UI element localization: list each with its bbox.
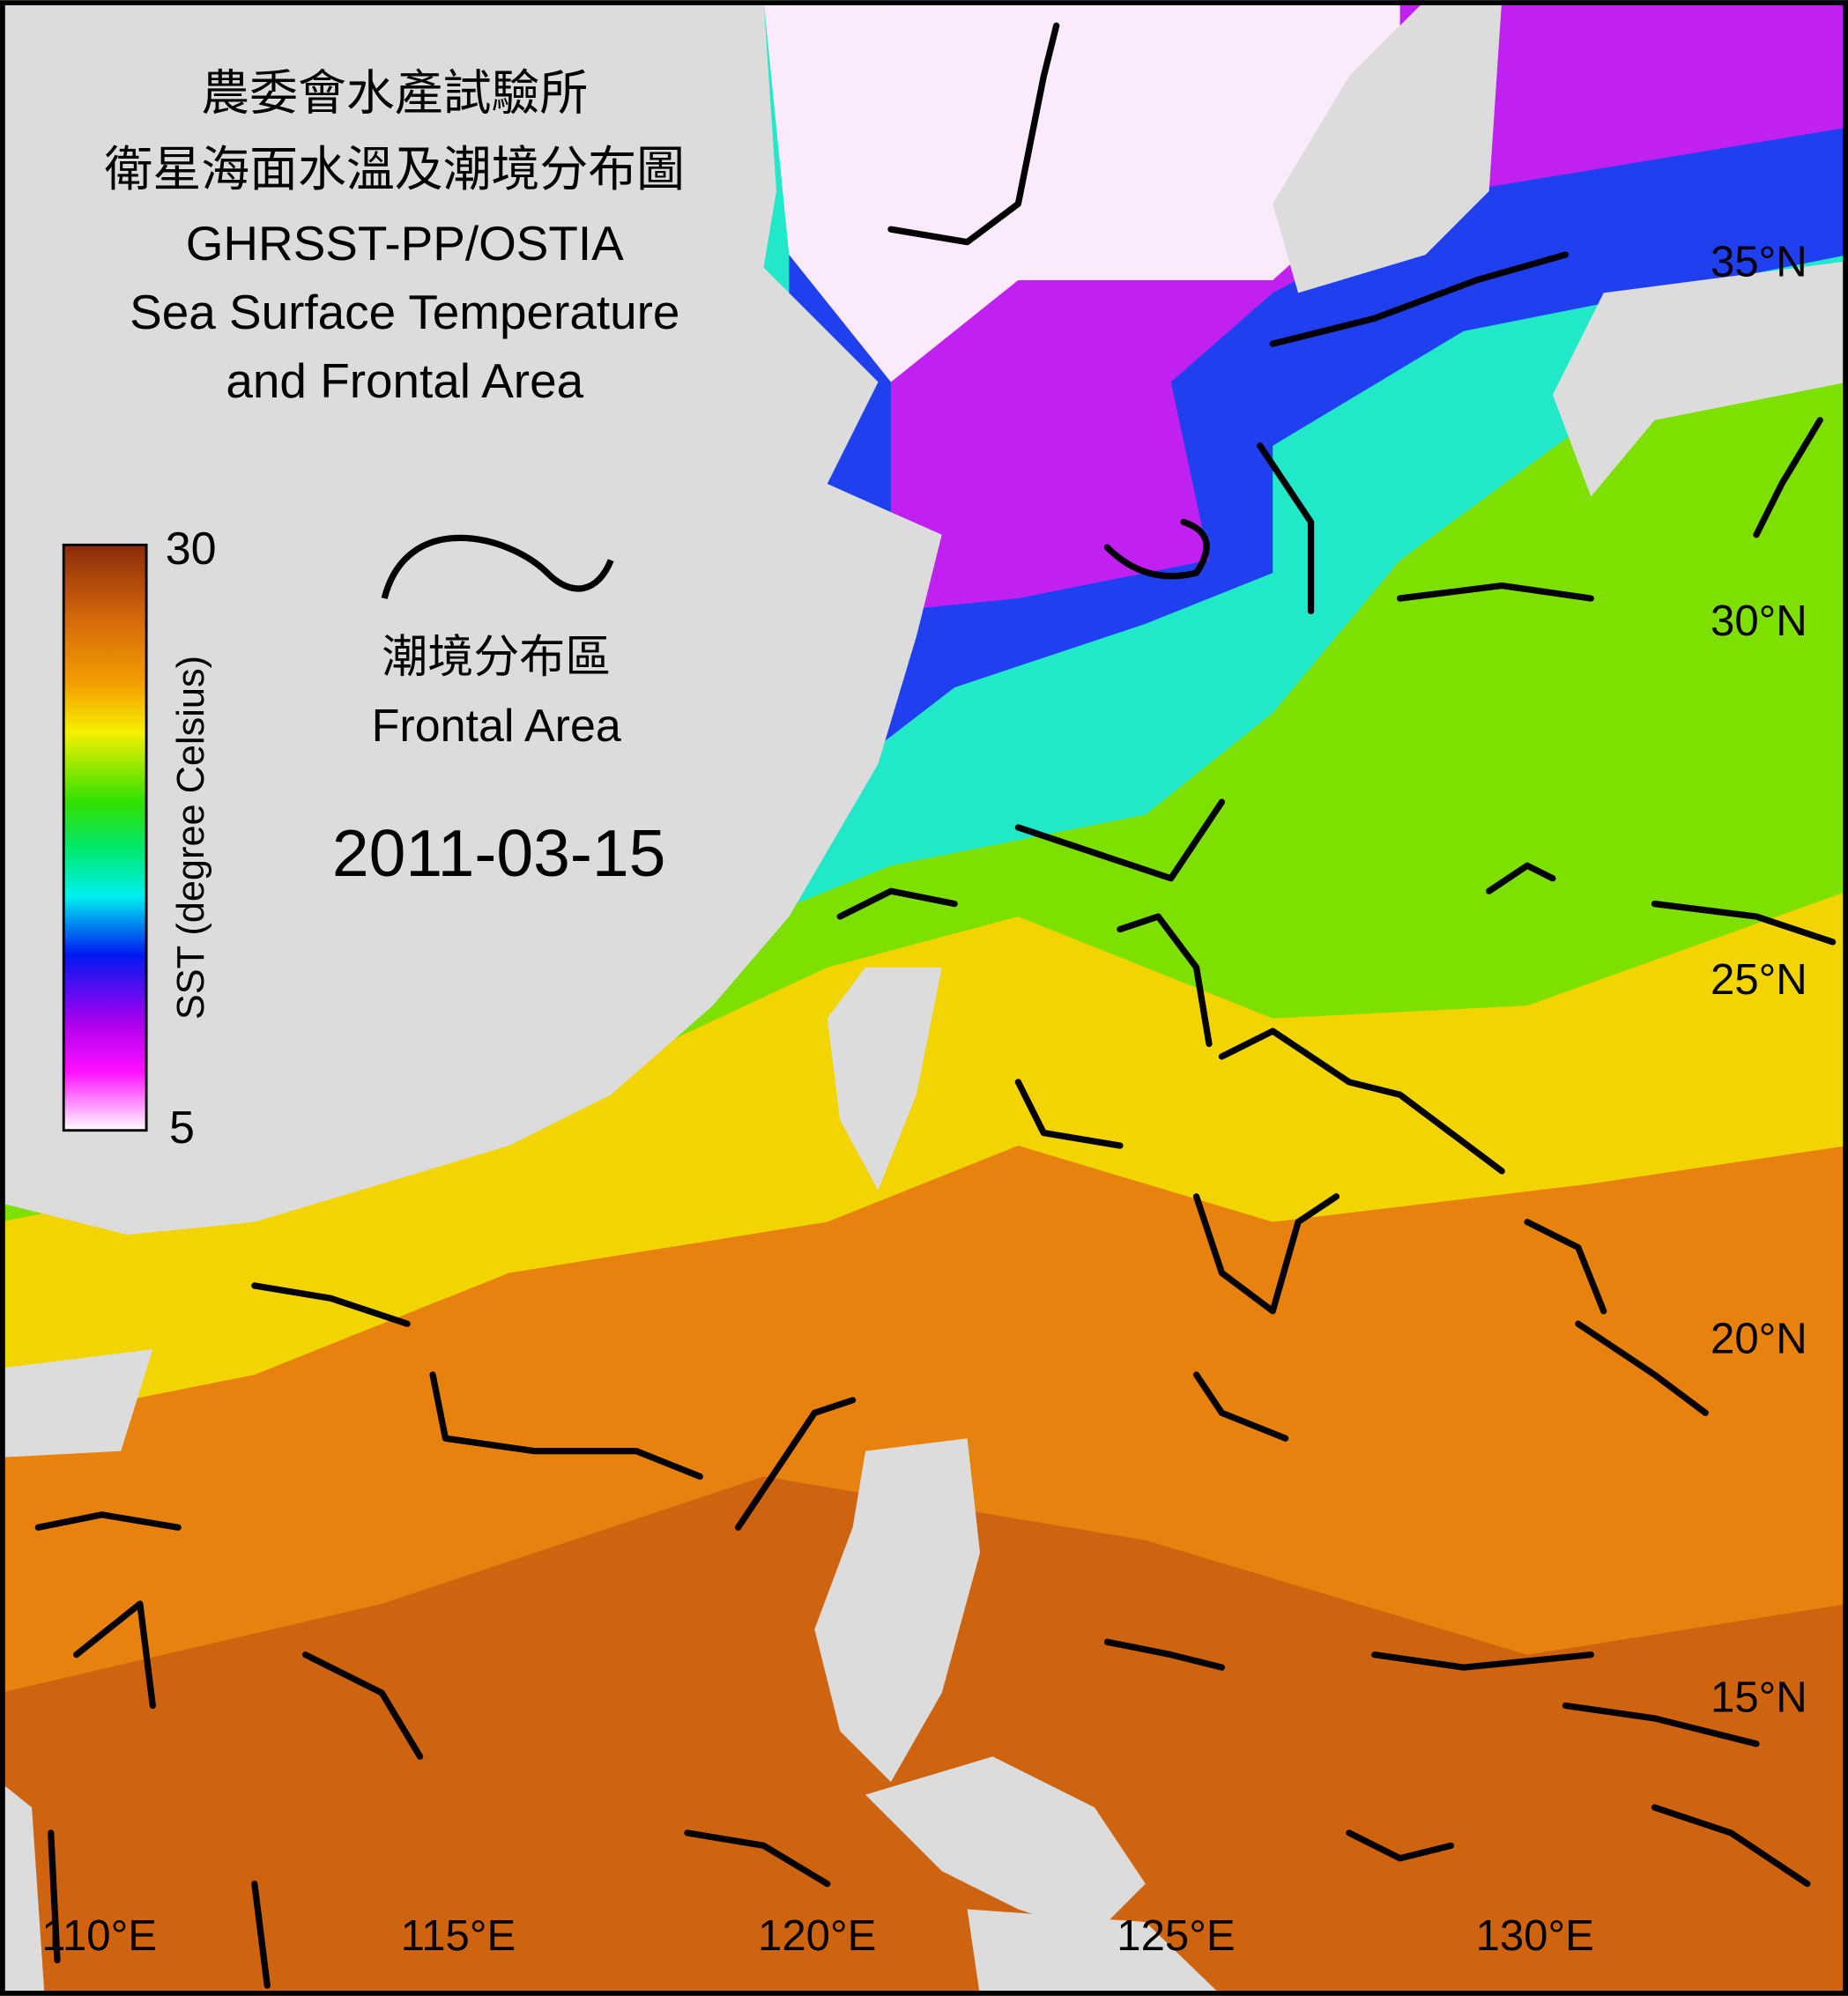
- latitude-label: 20°N: [1711, 1315, 1807, 1362]
- frontal-lines: [34, 22, 1837, 1989]
- longitude-label: 130°E: [1476, 1912, 1594, 1960]
- title-line: 農委會水產試驗所: [201, 65, 588, 120]
- date: 2011-03-15: [332, 816, 665, 890]
- land-visayas: [865, 1756, 1146, 1935]
- latitude-label: 30°N: [1711, 597, 1807, 645]
- legend-label: Frontal Area: [372, 701, 621, 752]
- sea-cold: [763, 0, 1400, 382]
- land-taiwan: [827, 967, 942, 1191]
- legend-line: [381, 534, 614, 599]
- latitude-label: 15°N: [1711, 1674, 1807, 1722]
- land-china: [0, 0, 942, 1235]
- title-line: 衛星海面水溫及潮境分布圖: [104, 142, 685, 197]
- title-line: Sea Surface Temperature: [130, 285, 679, 339]
- latitude-label: 25°N: [1711, 956, 1807, 1004]
- land-japan: [1552, 261, 1848, 497]
- colorbar-label: SST (degree Celsius): [170, 656, 212, 1020]
- latitude-label: 35°N: [1711, 239, 1807, 286]
- title-line: and Frontal Area: [226, 353, 583, 408]
- title-line: GHRSST-PP/OSTIA: [186, 216, 624, 271]
- land-luzon: [814, 1438, 981, 1783]
- land-vietnam: [0, 1782, 45, 1996]
- colorbar-min: 5: [169, 1102, 195, 1154]
- longitude-label: 115°E: [401, 1912, 516, 1960]
- sea-hot: [0, 1476, 1848, 1996]
- land-korea: [1273, 0, 1503, 293]
- colorbar: [62, 543, 148, 1132]
- land-hainan: [0, 1349, 153, 1458]
- legend-label: 潮境分布區: [382, 632, 611, 683]
- longitude-label: 125°E: [1117, 1912, 1235, 1960]
- longitude-label: 110°E: [41, 1912, 157, 1960]
- land-mindanao: [967, 1909, 1222, 1996]
- colorbar-max: 30: [166, 523, 217, 575]
- longitude-label: 120°E: [758, 1912, 876, 1960]
